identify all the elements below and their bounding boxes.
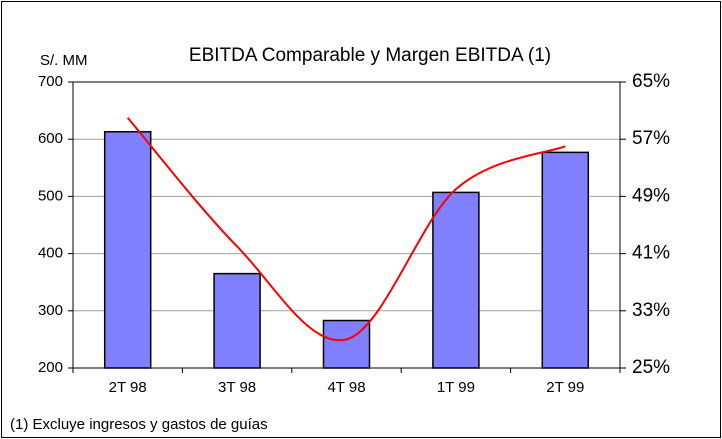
- y-tick-label: 700: [38, 73, 63, 90]
- y-tick-label: 500: [38, 187, 63, 204]
- x-tick-label: 4T 98: [327, 379, 365, 396]
- y-tick-label: 600: [38, 130, 63, 147]
- y2-tick-label: 65%: [632, 71, 670, 92]
- bar: [103, 131, 152, 369]
- x-tick-label: 1T 99: [437, 379, 475, 396]
- y-tick-label: 200: [38, 359, 63, 376]
- x-tick-label: 3T 98: [218, 379, 256, 396]
- footnote: (1) Excluye ingresos y gastos de guías: [10, 416, 268, 433]
- y-tick-label: 300: [38, 302, 63, 319]
- bar: [322, 319, 371, 369]
- bar: [213, 272, 261, 369]
- x-tick-label: 2T 98: [109, 379, 147, 396]
- bar: [432, 191, 480, 369]
- y-axis-label: S/. MM: [40, 52, 88, 69]
- y2-tick-label: 33%: [632, 300, 670, 321]
- chart-title: EBITDA Comparable y Margen EBITDA (1): [189, 45, 551, 66]
- y2-tick-label: 49%: [632, 185, 670, 206]
- bar: [541, 151, 590, 369]
- y2-tick-label: 57%: [632, 128, 670, 149]
- y-tick-label: 400: [38, 245, 63, 262]
- x-tick-label: 2T 99: [546, 379, 584, 396]
- margin-line: [126, 117, 566, 342]
- y2-tick-label: 25%: [632, 357, 670, 378]
- y2-tick-label: 41%: [632, 243, 670, 264]
